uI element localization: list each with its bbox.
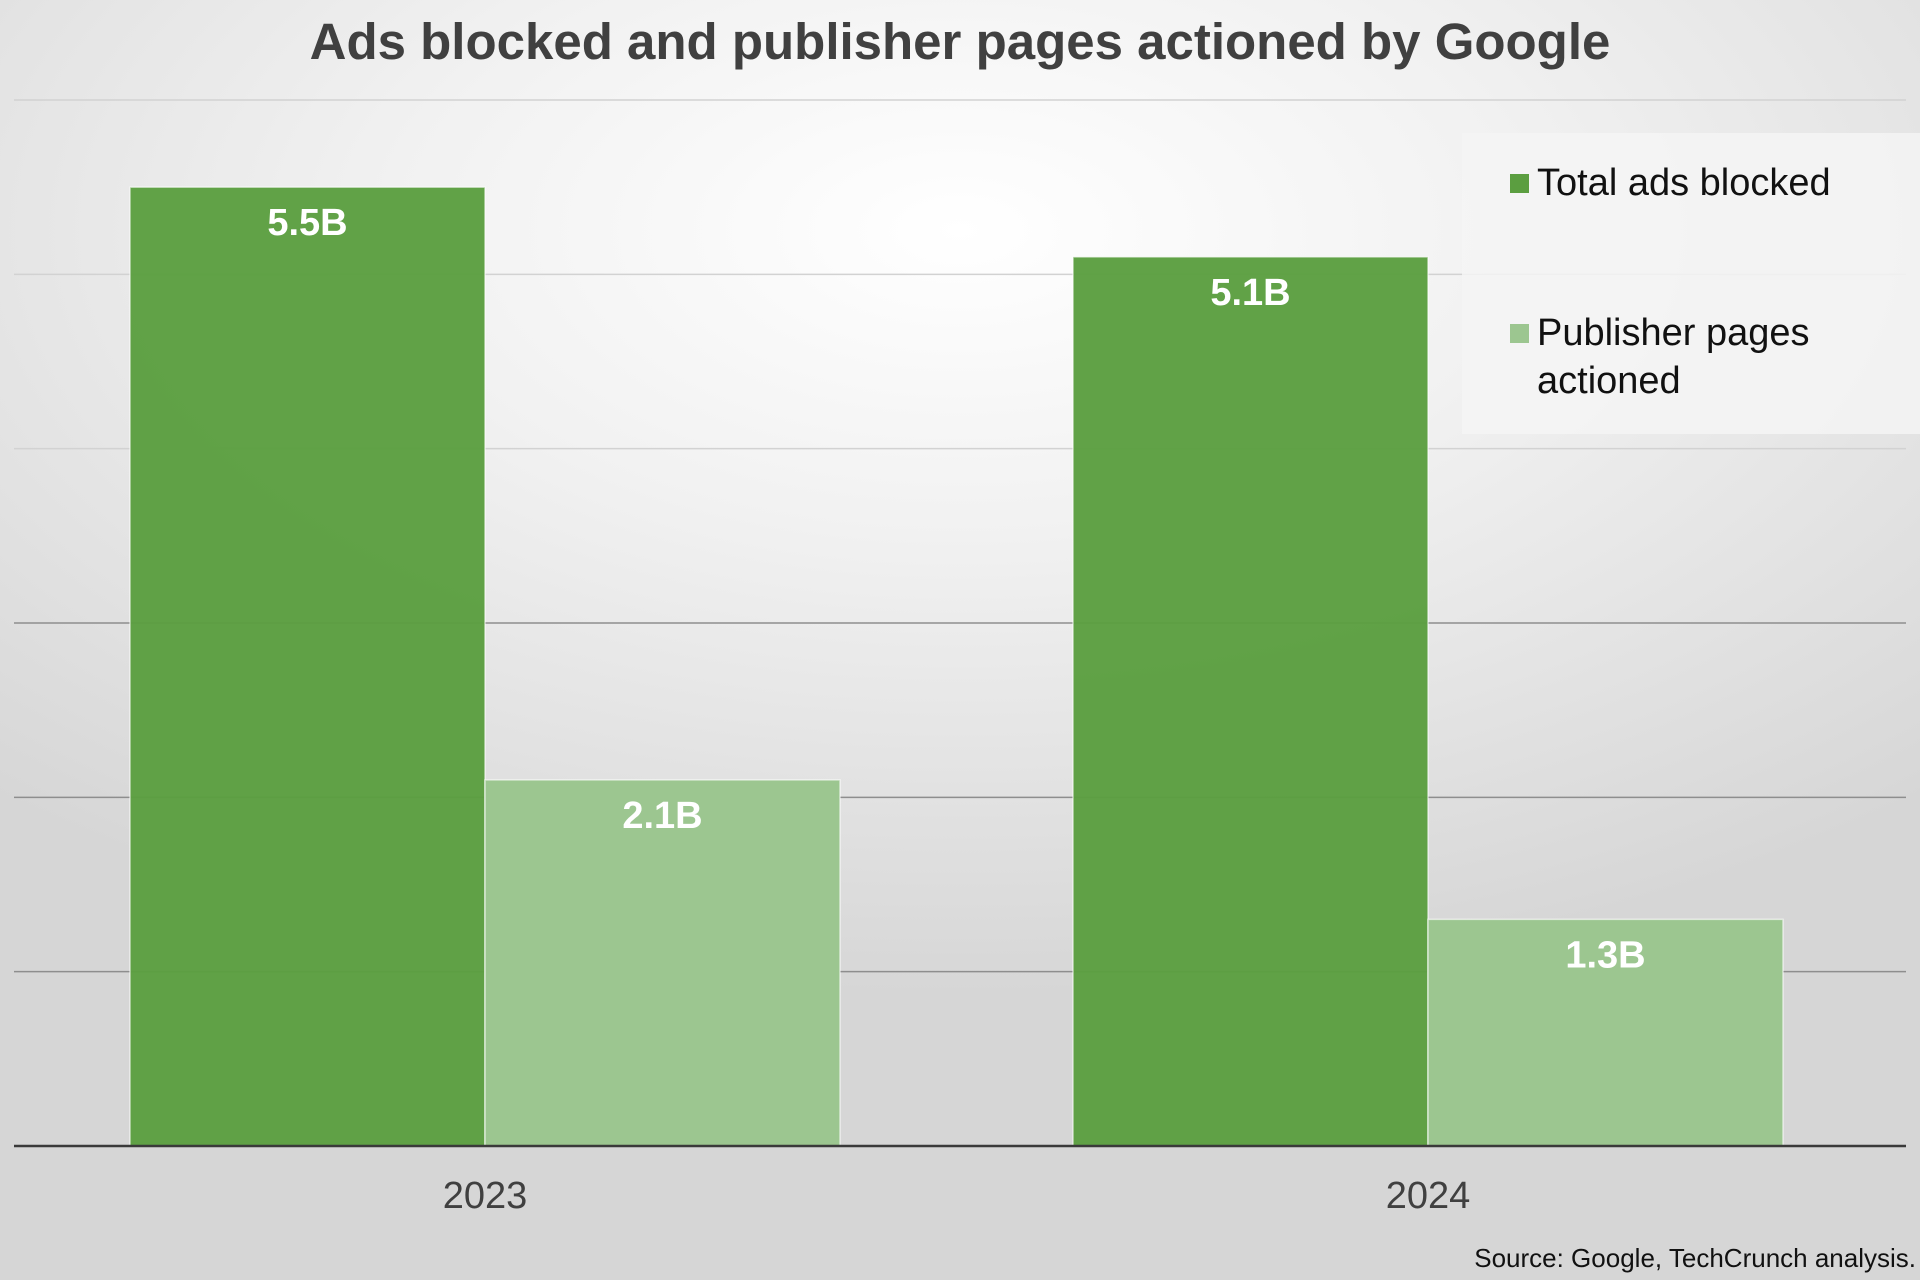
legend: Total ads blocked Publisher pages action… [1462,133,1920,434]
legend-item-publisher-pages-actioned: Publisher pages actioned [1510,309,1877,405]
legend-item-total-ads-blocked: Total ads blocked [1510,159,1877,207]
bars [129,186,1784,1147]
x-tick-labels: 2023 2024 [443,1175,1471,1217]
legend-swatch-total-ads-blocked [1510,174,1529,193]
x-tick-label-2024: 2024 [1386,1175,1471,1217]
legend-label-publisher-pages-actioned: Publisher pages actioned [1537,312,1810,402]
x-tick-label-2023: 2023 [443,1175,528,1217]
data-label-total-ads-blocked-2023: 5.5B [267,202,347,244]
data-label-publisher-pages-actioned-2024: 1.3B [1565,934,1645,976]
data-label-total-ads-blocked-2024: 5.1B [1210,272,1290,314]
data-labels: 5.5B 2.1B 5.1B 1.3B [267,202,1645,976]
chart-title: Ads blocked and publisher pages actioned… [309,13,1611,70]
legend-label-total-ads-blocked: Total ads blocked [1537,162,1831,204]
data-label-publisher-pages-actioned-2023: 2.1B [622,795,702,837]
legend-swatch-publisher-pages-actioned [1510,324,1529,343]
bar-publisher-pages-actioned-2023 [484,779,841,1147]
source-note: Source: Google, TechCrunch analysis. [1474,1243,1916,1273]
bar-total-ads-blocked-2024 [1072,256,1429,1147]
bar-total-ads-blocked-2023 [129,186,486,1147]
